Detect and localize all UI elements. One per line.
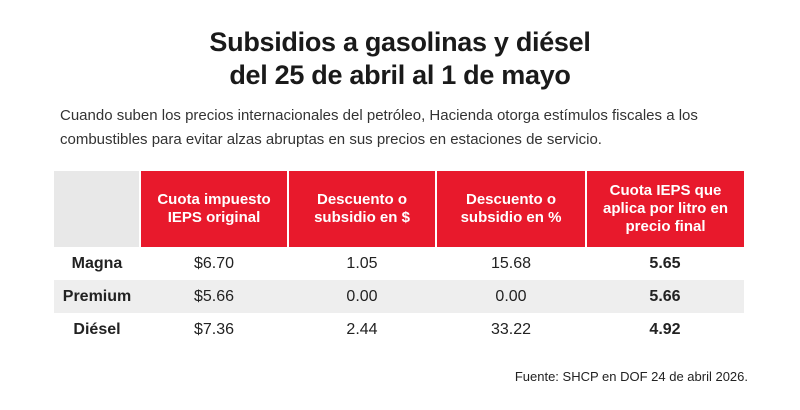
table-header-row: Cuota impuesto IEPS original Descuento o…: [54, 171, 744, 247]
cell-discount-pesos: 0.00: [288, 280, 436, 313]
chart-title-line-2: del 25 de abril al 1 de mayo: [229, 60, 571, 90]
row-label: Diésel: [73, 320, 121, 338]
cell-discount-percent: 0.00: [436, 280, 586, 313]
cell-discount-percent: 15.68: [490, 254, 532, 272]
cell-discount-pesos: 2.44: [346, 320, 378, 338]
chart-subtitle: Cuando suben los precios internacionales…: [60, 107, 698, 148]
column-header-discount-pesos: Descuento o subsidio en $: [287, 171, 436, 247]
row-label: Magna: [71, 254, 123, 272]
table-row-premium: Premium $5.66 0.00 0.00 5.66: [54, 280, 744, 313]
row-label: Premium: [54, 280, 140, 313]
cell-ieps-final: 4.92: [649, 320, 681, 338]
column-header-ieps-final: Cuota IEPS que aplica por litro en preci…: [585, 171, 744, 247]
cell-ieps-original: $7.36: [193, 320, 235, 338]
table-row-diesel: Diésel $7.36 2.44 33.22 4.92: [54, 313, 744, 346]
cell-ieps-final: 5.66: [586, 280, 744, 313]
cell-discount-percent: 33.22: [490, 320, 532, 338]
chart-title: Subsidios a gasolinas y diésel del 25 de…: [0, 26, 800, 92]
source-note: Fuente: SHCP en DOF 24 de abril 2026.: [514, 369, 748, 384]
cell-ieps-final: 5.65: [649, 254, 681, 272]
cell-ieps-original: $5.66: [140, 280, 288, 313]
column-header-discount-percent: Descuento o subsidio en %: [435, 171, 586, 247]
column-header-ieps-original: Cuota impuesto IEPS original: [139, 171, 288, 247]
cell-ieps-original: $6.70: [193, 254, 235, 272]
chart-title-line-1: Subsidios a gasolinas y diésel: [209, 27, 591, 57]
cell-discount-pesos: 1.05: [346, 254, 378, 272]
header-corner-cell: [54, 171, 140, 247]
table-row-magna: Magna $6.70 1.05 15.68 5.65: [54, 247, 744, 280]
subsidy-table: Cuota impuesto IEPS original Descuento o…: [54, 171, 744, 346]
